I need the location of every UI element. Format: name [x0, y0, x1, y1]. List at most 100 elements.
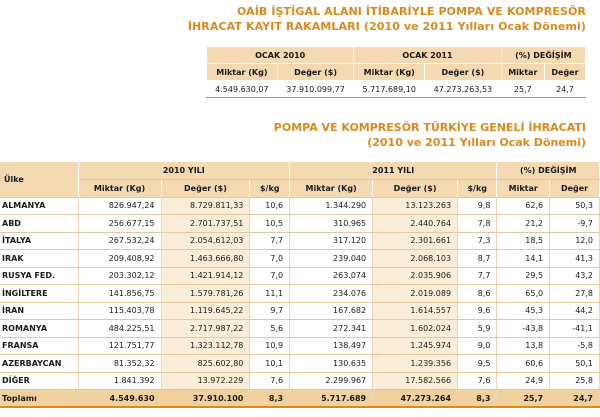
value-cell: 2.440.764: [372, 214, 459, 233]
value-cell: 7,3: [457, 232, 498, 250]
table-row: İTALYA 267.532,24 2.054.612,03 7,7 317.120 2.…: [0, 232, 600, 250]
col-header: $/kg: [457, 179, 498, 198]
main-title: POMPA VE KOMPRESÖR TÜRKİYE GENELİ İHRACA…: [274, 120, 586, 150]
country-cell: İNGİLTERE: [0, 284, 79, 303]
value-cell: 8,7: [457, 249, 498, 268]
value-cell: 267.532,24: [78, 232, 162, 250]
value-cell: 29,5: [496, 267, 551, 285]
table-row: İRAN 115.403,78 1.119.645,22 9,7 167.682 1.61…: [0, 302, 600, 320]
value-cell: 17.582.566: [372, 372, 459, 390]
summary-title-line1: OAİB İŞTİGAL ALANI İTİBARİYLE POMPA VE K…: [236, 5, 586, 18]
summary-value: 5.717.689,10: [353, 80, 426, 98]
value-cell: 41,3: [549, 249, 600, 268]
value-cell: 50,1: [549, 354, 600, 373]
table-row: ROMANYA 484.225,51 2.717.987,22 5,6 272.341 1…: [0, 319, 600, 338]
value-cell: 2.068.103: [372, 249, 459, 268]
value-cell: 256.677,15: [78, 214, 162, 233]
value-cell: 11,1: [249, 284, 291, 303]
value-cell: 27,8: [549, 284, 600, 303]
value-cell: 9,7: [249, 302, 291, 320]
value-cell: 2.054.612,03: [161, 232, 251, 250]
value-cell: 1.239.356: [372, 354, 459, 373]
value-cell: 50,3: [549, 197, 600, 215]
table-row: RUSYA FED. 203.302,12 1.421.914,12 7,0 263.0…: [0, 267, 600, 285]
col-header: Değer ($): [372, 179, 459, 198]
value-cell: 272.341: [289, 319, 374, 338]
value-cell: 47.273.264: [372, 389, 459, 408]
country-export-table: Ülke 2010 YILI 2011 YILI (%) DEĞİŞİM Mik…: [0, 162, 600, 408]
value-cell: 825.602,80: [161, 354, 251, 373]
value-cell: 263.074: [289, 267, 374, 285]
value-cell: 7,6: [249, 372, 291, 390]
value-cell: 141.856,75: [78, 284, 162, 303]
value-cell: 4.549.630: [78, 389, 162, 408]
value-cell: 1.119.645,22: [161, 302, 251, 320]
summary-value: 47.273.263,53: [424, 80, 502, 98]
value-cell: 121.751,77: [78, 337, 162, 355]
value-cell: 1.323.112,78: [161, 337, 251, 355]
table-row: AZERBAYCAN 81.352,32 825.602,80 10,1 130.635…: [0, 354, 600, 373]
value-cell: 10,1: [249, 354, 291, 373]
country-cell: DİĞER: [0, 372, 79, 390]
summary-subheader: Miktar (Kg): [353, 63, 426, 81]
value-cell: 9,6: [457, 302, 498, 320]
country-cell: FRANSA: [0, 337, 79, 355]
value-cell: 239.040: [289, 249, 374, 268]
table-row: DİĞER 1.841.392 13.972.229 7,6 2.299.967 17.5…: [0, 372, 600, 390]
country-cell: Toplamı: [0, 389, 79, 408]
summary-value: 37.910.099,77: [276, 80, 355, 98]
value-cell: 8.729.811,33: [161, 197, 251, 215]
value-cell: 167.682: [289, 302, 374, 320]
value-cell: 10,9: [249, 337, 291, 355]
col-header: Miktar (Kg): [78, 179, 162, 198]
value-cell: 5,6: [249, 319, 291, 338]
summary-header-change: (%) DEĞİŞİM: [500, 46, 587, 64]
summary-title: OAİB İŞTİGAL ALANI İTİBARİYLE POMPA VE K…: [188, 4, 586, 34]
value-cell: 43,2: [549, 267, 600, 285]
table-row: FRANSA 121.751,77 1.323.112,78 10,9 138.497 1…: [0, 337, 600, 355]
value-cell: 2.299.967: [289, 372, 374, 390]
value-cell: 81.352,32: [78, 354, 162, 373]
value-cell: 310.965: [289, 214, 374, 233]
country-cell: ROMANYA: [0, 319, 79, 338]
value-cell: 13,8: [496, 337, 551, 355]
value-cell: 13.123.263: [372, 197, 459, 215]
country-cell: AZERBAYCAN: [0, 354, 79, 373]
country-cell: ABD: [0, 214, 79, 233]
value-cell: 138.497: [289, 337, 374, 355]
value-cell: 24,7: [549, 389, 600, 408]
value-cell: 1.579.781,26: [161, 284, 251, 303]
value-cell: 1.841.392: [78, 372, 162, 390]
value-cell: 44,2: [549, 302, 600, 320]
value-cell: 317.120: [289, 232, 374, 250]
value-cell: 45,3: [496, 302, 551, 320]
value-cell: 10,6: [249, 197, 291, 215]
group-header-2011: 2011 YILI: [289, 162, 498, 180]
country-cell: İTALYA: [0, 232, 79, 250]
summary-title-line2: İHRACAT KAYIT RAKAMLARI (2010 ve 2011 Yı…: [187, 20, 586, 33]
summary-header-2010: OCAK 2010: [205, 46, 355, 64]
summary-value: 25,7: [500, 80, 545, 98]
value-cell: 14,1: [496, 249, 551, 268]
summary-value: 4.549.630,07: [206, 80, 278, 98]
main-title-line2: (2010 ve 2011 Yılları Ocak Dönemi): [367, 136, 586, 149]
value-cell: 18,5: [496, 232, 551, 250]
value-cell: 1.602.024: [372, 319, 459, 338]
main-title-line1: POMPA VE KOMPRESÖR TÜRKİYE GENELİ İHRACA…: [273, 121, 586, 134]
summary-subheader: Değer: [543, 63, 587, 81]
value-cell: 21,2: [496, 214, 551, 233]
total-row: Toplamı 4.549.630 37.910.100 8,3 5.717.689 47…: [0, 389, 600, 408]
value-cell: 2.701.737,51: [161, 214, 251, 233]
col-header: Değer: [549, 179, 600, 198]
value-cell: -41,1: [549, 319, 600, 338]
summary-table: OCAK 2010 OCAK 2011 (%) DEĞİŞİM Miktar (…: [205, 46, 587, 98]
table-row: ALMANYA 826.947,24 8.729.811,33 10,6 1.344.2…: [0, 197, 600, 215]
value-cell: 7,8: [457, 214, 498, 233]
value-cell: 2.717.987,22: [161, 319, 251, 338]
value-cell: 9,5: [457, 354, 498, 373]
summary-subheader: Miktar: [500, 63, 545, 81]
table-row: IRAK 209.408,92 1.463.666,80 7,0 239.040 2.06…: [0, 249, 600, 268]
value-cell: 130.635: [289, 354, 374, 373]
value-cell: 24,9: [496, 372, 551, 390]
summary-value: 24,7: [543, 80, 587, 98]
